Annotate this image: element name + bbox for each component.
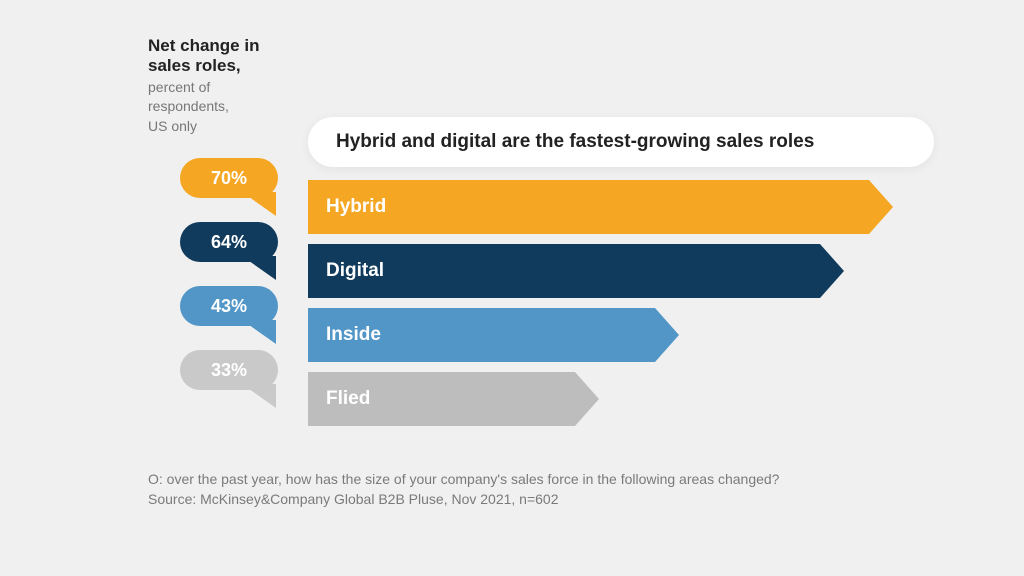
title-sub-1: percent of (148, 79, 308, 97)
bar-row: Flied (308, 372, 599, 426)
bar-label: Flied (326, 372, 370, 426)
footnote-line-1: O: over the past year, how has the size … (148, 470, 779, 490)
chart-canvas: Net change in sales roles, percent of re… (0, 0, 1024, 576)
bar-arrow-tip (575, 372, 599, 426)
title-sub-3: US only (148, 118, 308, 136)
headline-pill: Hybrid and digital are the fastest-growi… (308, 117, 934, 167)
bar-body (308, 244, 820, 298)
footnote: O: over the past year, how has the size … (148, 470, 779, 509)
bar-label: Inside (326, 308, 381, 362)
bar-label: Digital (326, 244, 384, 298)
title-line-2: sales roles, (148, 56, 308, 76)
bar-arrow-tip (820, 244, 844, 298)
bar-arrow-tip (655, 308, 679, 362)
footnote-line-2: Source: McKinsey&Company Global B2B Plus… (148, 490, 779, 510)
value-bubble: 64% (180, 222, 278, 262)
bar-row: Digital (308, 244, 844, 298)
value-bubble: 43% (180, 286, 278, 326)
title-block: Net change in sales roles, percent of re… (148, 36, 308, 135)
value-bubble: 33% (180, 350, 278, 390)
bar-row: Inside (308, 308, 679, 362)
bar-arrow-tip (869, 180, 893, 234)
value-bubble: 70% (180, 158, 278, 198)
headline-text: Hybrid and digital are the fastest-growi… (336, 131, 814, 153)
bar-body (308, 180, 869, 234)
title-line-1: Net change in (148, 36, 308, 56)
bar-row: Hybrid (308, 180, 893, 234)
title-sub-2: respondents, (148, 98, 308, 116)
bar-label: Hybrid (326, 180, 386, 234)
